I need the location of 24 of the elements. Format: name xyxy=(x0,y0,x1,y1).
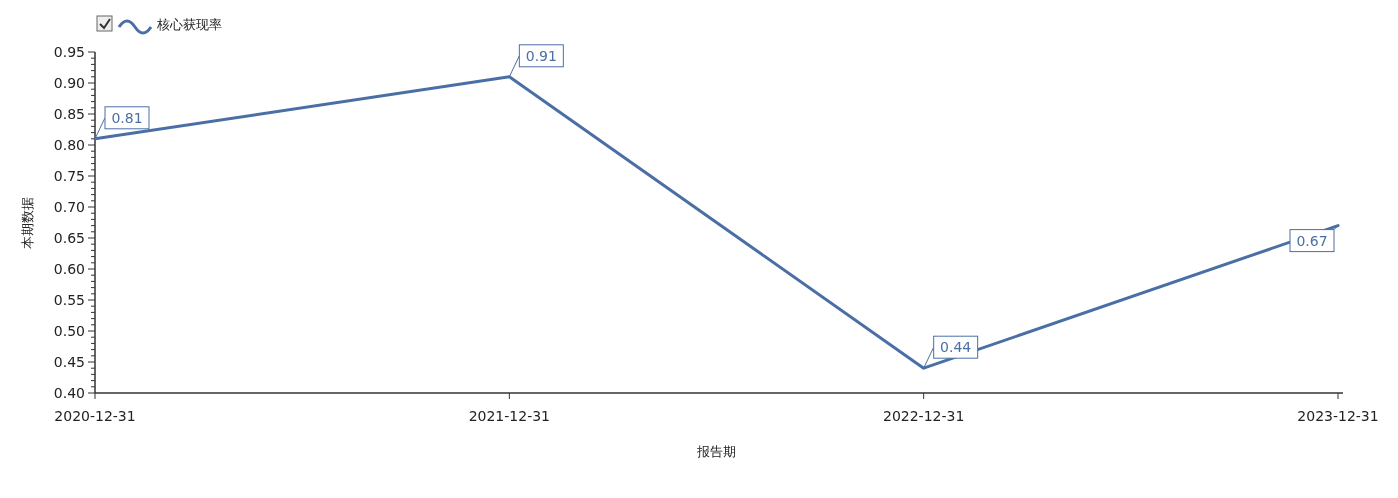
x-tick-label: 2023-12-31 xyxy=(1297,408,1379,424)
y-axis-title: 本期数据 xyxy=(20,196,35,249)
y-tick-label: 0.80 xyxy=(53,137,85,153)
y-tick-label: 0.65 xyxy=(53,230,85,246)
y-tick-label: 0.50 xyxy=(53,323,85,339)
y-tick-label: 0.85 xyxy=(53,106,85,122)
y-tick-label: 0.95 xyxy=(53,44,85,60)
data-label: 0.67 xyxy=(1296,232,1328,249)
data-label: 0.91 xyxy=(525,47,557,64)
y-tick-label: 0.70 xyxy=(53,199,85,215)
y-tick-label: 0.45 xyxy=(53,354,85,370)
y-tick-label: 0.60 xyxy=(53,261,85,277)
x-tick-label: 2020-12-31 xyxy=(54,408,136,424)
data-label: 0.81 xyxy=(111,109,143,126)
y-tick-label: 0.90 xyxy=(53,75,85,91)
legend-item: 核心获现率 xyxy=(96,15,222,35)
x-axis-title: 报告期 xyxy=(696,444,736,459)
y-tick-label: 0.55 xyxy=(53,292,85,308)
x-tick-label: 2021-12-31 xyxy=(468,408,551,424)
x-tick-label: 2022-12-31 xyxy=(882,408,965,424)
y-tick-label: 0.75 xyxy=(53,168,85,184)
y-tick-label: 0.40 xyxy=(53,385,85,401)
legend-label: 核心获现率 xyxy=(156,17,222,32)
data-label: 0.44 xyxy=(940,339,972,356)
